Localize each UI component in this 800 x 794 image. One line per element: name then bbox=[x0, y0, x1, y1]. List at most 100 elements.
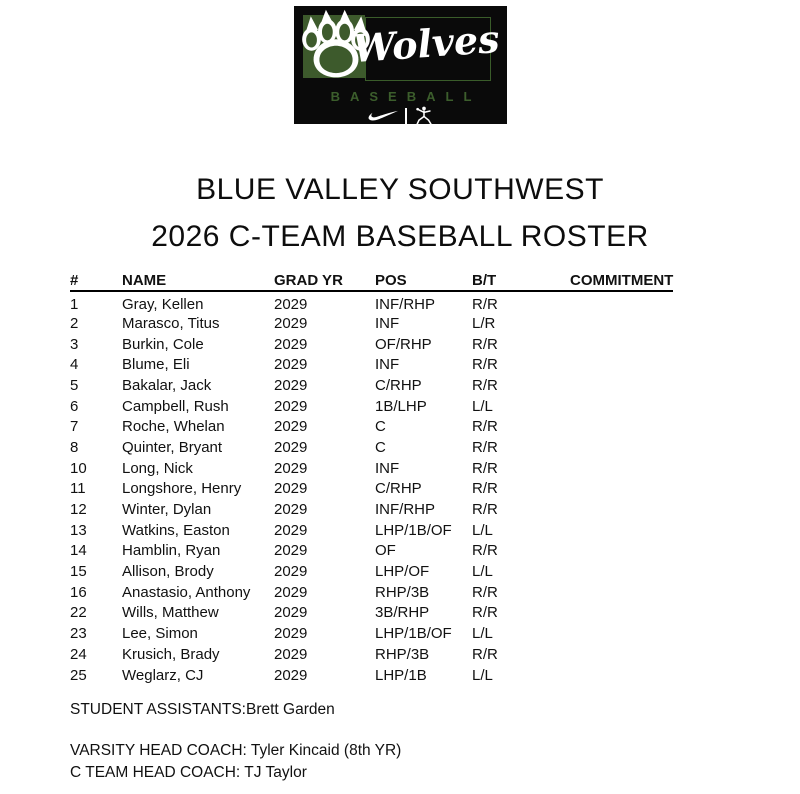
cell-pos: RHP/3B bbox=[375, 583, 430, 601]
paw-print-icon bbox=[302, 9, 370, 78]
roster-table: # NAME GRAD YR POS B/T COMMITMENT 1 Gray… bbox=[70, 270, 673, 685]
cell-grad-yr: 2029 bbox=[274, 438, 308, 456]
cell-number: 12 bbox=[70, 501, 87, 519]
cell-bt: R/R bbox=[472, 335, 498, 353]
cell-pos: INF/RHP bbox=[375, 296, 435, 313]
cell-bt: L/R bbox=[472, 314, 496, 332]
cell-number: 11 bbox=[70, 480, 86, 498]
table-row: 13 Watkins, Easton 2029 LHP/1B/OF L/L bbox=[70, 520, 673, 541]
student-assistants-line: STUDENT ASSISTANTS:Brett Garden bbox=[70, 701, 401, 719]
table-row: 7 Roche, Whelan 2029 C R/R bbox=[70, 416, 673, 437]
cell-commitment bbox=[570, 458, 673, 479]
table-row: 24 Krusich, Brady 2029 RHP/3B R/R bbox=[70, 644, 673, 665]
logo-frame bbox=[365, 17, 491, 81]
cell-name: Long, Nick bbox=[122, 459, 193, 477]
cell-grad-yr: 2029 bbox=[274, 314, 308, 332]
cell-grad-yr: 2029 bbox=[274, 563, 308, 581]
cell-name: Campbell, Rush bbox=[122, 397, 229, 415]
table-row: 22 Wills, Matthew 2029 3B/RHP R/R bbox=[70, 603, 673, 624]
table-row: 8 Quinter, Bryant 2029 C R/R bbox=[70, 437, 673, 458]
cell-pos: 1B/LHP bbox=[375, 397, 427, 415]
cell-pos: INF/RHP bbox=[375, 501, 435, 519]
cell-commitment bbox=[570, 291, 673, 313]
cell-number: 13 bbox=[70, 521, 87, 539]
page-title: BLUE VALLEY SOUTHWEST 2026 C-TEAM BASEBA… bbox=[0, 166, 800, 260]
cell-commitment bbox=[570, 520, 673, 541]
cell-name: Marasco, Titus bbox=[122, 314, 220, 332]
cell-number: 1 bbox=[70, 296, 79, 313]
cell-bt: R/R bbox=[472, 296, 498, 313]
cell-number: 2 bbox=[70, 314, 79, 332]
column-header-pos: POS bbox=[375, 270, 472, 292]
cell-number: 3 bbox=[70, 335, 79, 353]
cell-grad-yr: 2029 bbox=[274, 521, 308, 539]
cell-name: Hamblin, Ryan bbox=[122, 542, 221, 560]
cell-pos: C bbox=[375, 418, 386, 436]
brand-logos-row bbox=[294, 106, 507, 126]
cell-bt: L/L bbox=[472, 521, 493, 539]
cell-pos: INF bbox=[375, 314, 400, 332]
cell-commitment bbox=[570, 561, 673, 582]
cell-bt: L/L bbox=[472, 563, 493, 581]
divider-bar bbox=[404, 107, 407, 125]
cell-grad-yr: 2029 bbox=[274, 335, 308, 353]
cell-grad-yr: 2029 bbox=[274, 418, 308, 436]
table-row: 25 Weglarz, CJ 2029 LHP/1B L/L bbox=[70, 665, 673, 686]
cell-grad-yr: 2029 bbox=[274, 604, 308, 622]
logo-green-square bbox=[302, 9, 370, 78]
cell-commitment bbox=[570, 499, 673, 520]
wolves-baseball-logo: Wolves BASEBALL bbox=[294, 6, 507, 126]
table-row: 23 Lee, Simon 2029 LHP/1B/OF L/L bbox=[70, 623, 673, 644]
cell-grad-yr: 2029 bbox=[274, 583, 308, 601]
table-row: 12 Winter, Dylan 2029 INF/RHP R/R bbox=[70, 499, 673, 520]
column-header-commitment: COMMITMENT bbox=[570, 270, 673, 292]
cell-commitment bbox=[570, 603, 673, 624]
cell-grad-yr: 2029 bbox=[274, 376, 308, 394]
cell-number: 4 bbox=[70, 356, 79, 374]
cell-grad-yr: 2029 bbox=[274, 625, 308, 643]
table-row: 14 Hamblin, Ryan 2029 OF R/R bbox=[70, 541, 673, 562]
cell-number: 25 bbox=[70, 666, 87, 684]
cell-grad-yr: 2029 bbox=[274, 356, 308, 374]
cell-name: Quinter, Bryant bbox=[122, 438, 223, 456]
cell-bt: R/R bbox=[472, 459, 498, 477]
table-row: 3 Burkin, Cole 2029 OF/RHP R/R bbox=[70, 334, 673, 355]
cell-grad-yr: 2029 bbox=[274, 542, 308, 560]
cell-number: 22 bbox=[70, 604, 87, 622]
table-row: 2 Marasco, Titus 2029 INF L/R bbox=[70, 313, 673, 334]
cell-commitment bbox=[570, 479, 673, 500]
cell-name: Weglarz, CJ bbox=[122, 666, 204, 684]
cell-pos: INF bbox=[375, 459, 400, 477]
cell-number: 23 bbox=[70, 625, 87, 643]
roster-table-body: 1 Gray, Kellen 2029 INF/RHP R/R 2 Marasc… bbox=[70, 291, 673, 685]
cell-commitment bbox=[570, 313, 673, 334]
cell-name: Longshore, Henry bbox=[122, 480, 242, 498]
table-row: 16 Anastasio, Anthony 2029 RHP/3B R/R bbox=[70, 582, 673, 603]
cell-pos: INF bbox=[375, 356, 400, 374]
cell-number: 15 bbox=[70, 563, 87, 581]
cell-name: Bakalar, Jack bbox=[122, 376, 212, 394]
page-title-line2: 2026 C-TEAM BASEBALL ROSTER bbox=[151, 220, 649, 253]
cell-name: Krusich, Brady bbox=[122, 645, 220, 663]
cell-pos: LHP/1B/OF bbox=[375, 625, 452, 643]
student-assistants-label: STUDENT ASSISTANTS: bbox=[70, 701, 246, 718]
cell-bt: R/R bbox=[472, 583, 498, 601]
cell-name: Roche, Whelan bbox=[122, 418, 225, 436]
cell-grad-yr: 2029 bbox=[274, 459, 308, 477]
roster-header-row: # NAME GRAD YR POS B/T COMMITMENT bbox=[70, 270, 673, 292]
column-header-grad-yr: GRAD YR bbox=[274, 270, 375, 292]
column-header-bt: B/T bbox=[472, 270, 570, 292]
cell-bt: R/R bbox=[472, 438, 498, 456]
cell-name: Lee, Simon bbox=[122, 625, 198, 643]
cell-commitment bbox=[570, 334, 673, 355]
cell-commitment bbox=[570, 541, 673, 562]
cell-bt: R/R bbox=[472, 418, 498, 436]
cell-name: Anastasio, Anthony bbox=[122, 583, 251, 601]
cell-number: 24 bbox=[70, 645, 87, 663]
cell-pos: 3B/RHP bbox=[375, 604, 430, 622]
cell-number: 10 bbox=[70, 459, 87, 477]
cell-grad-yr: 2029 bbox=[274, 296, 308, 313]
cell-commitment bbox=[570, 582, 673, 603]
table-row: 6 Campbell, Rush 2029 1B/LHP L/L bbox=[70, 396, 673, 417]
cell-pos: LHP/1B/OF bbox=[375, 521, 452, 539]
